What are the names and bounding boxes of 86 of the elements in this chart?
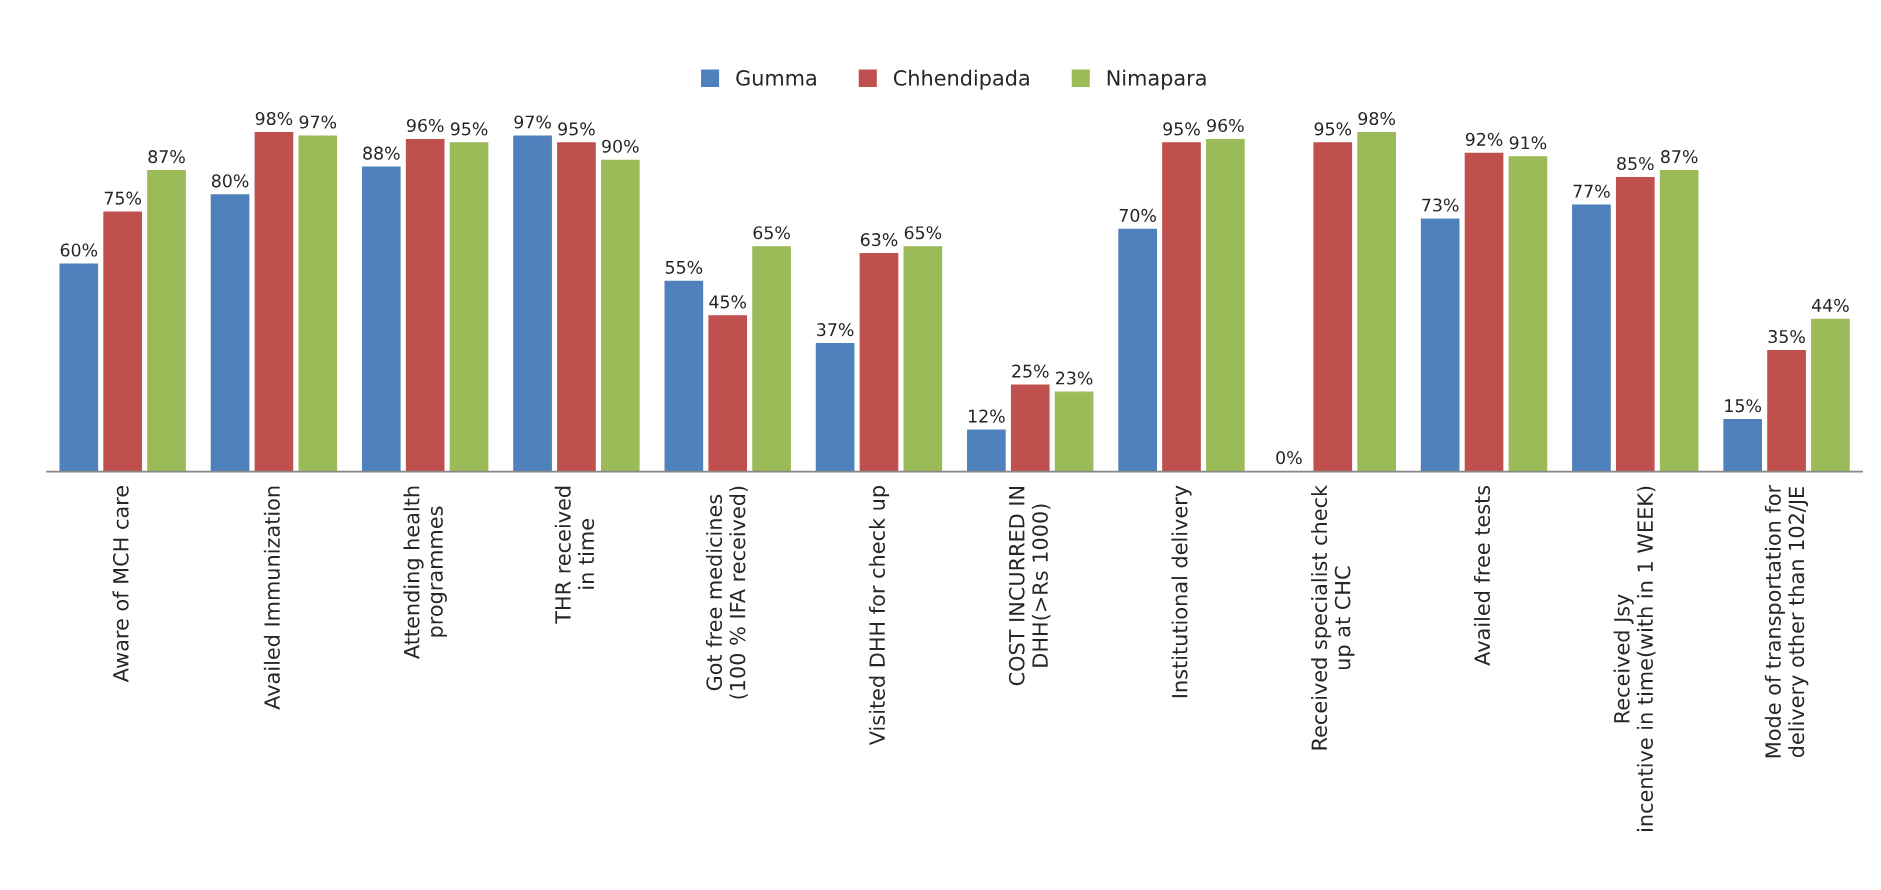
- data-label: 63%: [860, 233, 898, 247]
- data-label: 96%: [406, 118, 444, 133]
- bar: [361, 166, 401, 472]
- bar: [815, 342, 855, 472]
- data-label: 75%: [104, 191, 141, 205]
- bar: [1767, 349, 1806, 472]
- bar: [59, 263, 99, 472]
- data-label: 96%: [1207, 118, 1244, 133]
- data-label: 95%: [558, 122, 595, 136]
- data-label: 60%: [60, 243, 98, 257]
- x-tick-label: Got free medicines (100 % IFA received): [705, 486, 748, 699]
- data-label: 97%: [299, 115, 337, 129]
- data-label: 35%: [1768, 329, 1805, 344]
- bar: [1615, 176, 1655, 472]
- bar: [1054, 391, 1094, 472]
- data-label: 90%: [602, 139, 639, 153]
- data-label: 44%: [1811, 298, 1849, 312]
- bar: [1206, 138, 1245, 472]
- legend-label: Gumma: [736, 70, 816, 86]
- x-tick-label: Visited DHH for check up: [868, 486, 890, 746]
- x-tick-label: Received Jsy incentive in time(with in 1 WEEK): [1613, 486, 1656, 831]
- bar: [600, 159, 640, 472]
- data-label: 25%: [1012, 364, 1049, 378]
- bar: [1010, 384, 1050, 472]
- data-label: 85%: [1617, 156, 1654, 171]
- data-label: 0%: [1276, 451, 1302, 465]
- data-label: 80%: [211, 174, 249, 188]
- data-label: 65%: [753, 226, 790, 240]
- data-label: 77%: [1573, 184, 1610, 198]
- data-label: 45%: [709, 295, 747, 309]
- data-label: 23%: [1056, 371, 1093, 385]
- data-label: 87%: [148, 150, 185, 164]
- data-label: 92%: [1465, 132, 1503, 146]
- data-label: 73%: [1422, 198, 1459, 212]
- data-label: 65%: [904, 226, 942, 240]
- bar: [1118, 228, 1157, 472]
- x-tick-label: Attending health programmes: [403, 486, 447, 659]
- bar: [513, 135, 552, 472]
- data-label: 55%: [665, 260, 703, 274]
- bar: [1572, 204, 1611, 472]
- data-label: 91%: [1509, 136, 1547, 150]
- data-label: 98%: [255, 111, 293, 126]
- data-label: 70%: [1119, 208, 1156, 222]
- legend-label: Nimapara: [1107, 69, 1206, 90]
- data-label: 15%: [1725, 399, 1762, 413]
- bar: [1357, 131, 1396, 472]
- bar: [210, 194, 250, 472]
- bar: [1659, 170, 1699, 472]
- bar: [449, 142, 489, 472]
- data-label: 37%: [817, 323, 854, 337]
- legend-label: Chhendipada: [893, 69, 1029, 90]
- data-label: 88%: [363, 146, 400, 160]
- bar: [298, 135, 338, 472]
- data-label: 98%: [1358, 111, 1395, 126]
- data-label: 95%: [450, 122, 488, 136]
- bar: [1162, 142, 1201, 472]
- bar: [254, 131, 294, 472]
- data-label: 12%: [968, 409, 1005, 423]
- bar: [1811, 318, 1850, 472]
- data-label: 87%: [1661, 150, 1698, 164]
- bar: [405, 138, 445, 472]
- x-tick-label: Aware of MCH care: [112, 486, 129, 683]
- data-label: 97%: [514, 115, 551, 129]
- data-label: 95%: [1163, 122, 1200, 136]
- bar: [752, 246, 791, 472]
- bar: [557, 142, 596, 472]
- bar: [664, 280, 704, 472]
- x-tick-label: Availed Immunization: [263, 486, 280, 710]
- data-label: 95%: [1314, 122, 1352, 136]
- bar: [1420, 218, 1460, 472]
- bar: [967, 429, 1006, 472]
- bar: [1464, 152, 1504, 472]
- bar: [903, 246, 943, 472]
- bar: [147, 170, 186, 472]
- x-tick-label: Received specialist check up at CHC: [1311, 484, 1355, 750]
- bar: [103, 211, 142, 472]
- bar: [1313, 142, 1353, 472]
- bar: [708, 315, 748, 472]
- bar: [1508, 156, 1548, 472]
- x-tick-label: THR received in time: [554, 486, 595, 624]
- x-tick-label: Availed free tests: [1473, 485, 1491, 666]
- bar: [1723, 419, 1763, 472]
- x-tick-label: COST INCURRED IN DHH(>Rs 1000): [1008, 486, 1051, 686]
- x-tick-label: Institutional delivery: [1171, 485, 1192, 698]
- x-tick-label: Mode of transportation for delivery other than 102/JE: [1764, 484, 1809, 758]
- bar: [859, 253, 899, 472]
